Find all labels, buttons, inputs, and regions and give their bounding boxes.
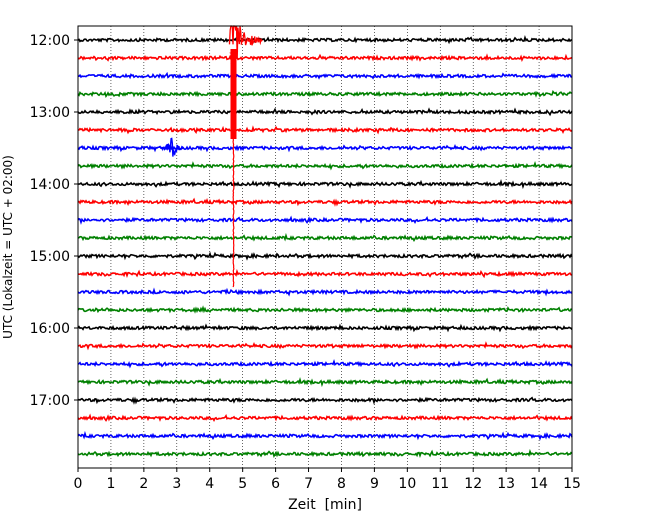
x-tick-label: 1 xyxy=(106,476,115,492)
x-tick-label: 11 xyxy=(431,476,449,492)
trace-line xyxy=(77,71,573,80)
trace-line xyxy=(77,413,573,422)
y-tick-label: 17:00 xyxy=(30,393,70,409)
trace-line xyxy=(77,268,573,279)
trace-line xyxy=(77,53,573,63)
x-axis-title: Zeit [min] xyxy=(288,497,362,513)
plot-frame xyxy=(77,25,573,469)
trace-line xyxy=(77,341,573,351)
tick-layer: 0 1 2 3 4 5 6 7 8 9 10 11 12 13 14 1512:0013:0014:0015:… xyxy=(30,33,581,492)
trace-line xyxy=(77,197,573,207)
trace-line xyxy=(77,107,573,117)
trace-line xyxy=(77,161,573,171)
trace-line xyxy=(77,396,573,405)
event-saturation xyxy=(230,121,237,139)
x-tick-label: 15 xyxy=(563,476,581,492)
x-tick-label: 10 xyxy=(398,476,416,492)
trace-line xyxy=(77,323,573,333)
event-burst xyxy=(159,137,184,157)
x-tick-label: 14 xyxy=(530,476,548,492)
trace-line xyxy=(77,305,572,314)
y-tick-label: 12:00 xyxy=(30,33,70,49)
trace-line xyxy=(78,125,573,135)
trace-line xyxy=(77,35,573,45)
trace-line xyxy=(77,232,573,243)
event-saturation xyxy=(230,85,237,103)
trace-line xyxy=(77,287,573,297)
x-tick-label: 0 xyxy=(74,476,83,492)
event-saturation xyxy=(230,49,237,67)
trace-line xyxy=(77,143,573,153)
grid-layer xyxy=(77,26,573,468)
y-axis-title: UTC (Lokalzeit = UTC + 02:00) xyxy=(1,155,15,339)
x-tick-label: 8 xyxy=(337,476,346,492)
x-tick-label: 4 xyxy=(205,476,214,492)
event-layer xyxy=(159,25,263,288)
trace-line xyxy=(77,89,572,98)
trace-line xyxy=(77,215,573,225)
x-tick-label: 9 xyxy=(370,476,379,492)
y-tick-label: 13:00 xyxy=(30,105,70,121)
trace-line xyxy=(77,448,573,459)
x-tick-label: 7 xyxy=(304,476,313,492)
x-tick-label: 2 xyxy=(139,476,148,492)
y-tick-label: 15:00 xyxy=(30,249,70,265)
trace-layer xyxy=(77,35,573,459)
trace-line xyxy=(77,430,573,441)
trace-line xyxy=(77,377,573,388)
x-tick-label: 12 xyxy=(464,476,482,492)
y-tick-label: 14:00 xyxy=(30,177,70,193)
trace-line xyxy=(77,251,573,261)
event-saturation xyxy=(230,67,237,85)
trace-line xyxy=(77,179,573,190)
x-tick-label: 3 xyxy=(172,476,181,492)
y-tick-label: 16:00 xyxy=(30,321,70,337)
x-tick-label: 5 xyxy=(238,476,247,492)
x-tick-label: 13 xyxy=(497,476,515,492)
x-tick-label: 6 xyxy=(271,476,280,492)
event-saturation xyxy=(230,103,237,121)
trace-line xyxy=(77,359,573,369)
